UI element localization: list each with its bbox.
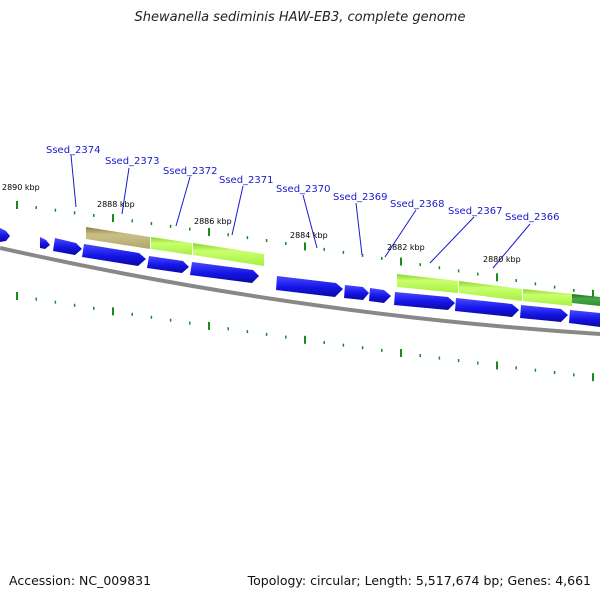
gene-arrow [569,310,600,327]
gene-track-forward [0,228,600,327]
gene-arrow [0,228,10,242]
gene-labels: Ssed_2374 Ssed_2373 Ssed_2372 Ssed_2371 … [46,145,560,223]
gene-arrow [82,244,146,266]
gene-label[interactable]: Ssed_2367 [448,206,503,217]
genome-backbone [0,246,600,336]
gene-label[interactable]: Ssed_2368 [390,199,445,210]
leader-line [302,194,318,249]
feature-bar-light [193,243,264,266]
leader-line [121,167,130,215]
gene-arrow [147,256,189,273]
genome-title: Shewanella sediminis HAW-EB3, complete g… [134,10,466,25]
feature-bar-olive [86,227,150,249]
feature-bar-light [523,289,572,306]
tick-marks [16,201,594,382]
gene-label[interactable]: Ssed_2374 [46,145,101,156]
gene-label[interactable]: Ssed_2371 [219,175,274,186]
gene-label[interactable]: Ssed_2366 [505,212,560,223]
gene-arrow [53,238,82,255]
gene-arrow [276,276,343,297]
feature-track [86,227,600,306]
kbp-label: 2890 kbp [2,183,40,192]
feature-bar-light [151,237,192,255]
leader-line [355,202,363,256]
leader-line [492,223,531,269]
gene-label[interactable]: Ssed_2369 [333,192,388,203]
kbp-label: 2886 kbp [194,217,232,226]
gene-arrow [344,285,369,300]
gene-arrow [394,292,455,310]
gene-arrow [369,288,391,303]
leader-line [429,216,475,264]
gene-arrow [520,305,568,322]
leader-line [384,209,417,258]
leader-line [231,185,244,236]
kbp-label: 2888 kbp [97,200,135,209]
feature-bar-dark [572,294,600,306]
kbp-labels: 2890 kbp 2888 kbp 2886 kbp 2884 kbp 2882… [2,183,521,264]
kbp-label: 2884 kbp [290,231,328,240]
leader-line [70,154,77,208]
gene-arrow [455,298,519,317]
gene-label[interactable]: Ssed_2373 [105,156,160,167]
gene-label[interactable]: Ssed_2372 [163,166,218,177]
leader-line [175,176,191,227]
kbp-label: 2880 kbp [483,255,521,264]
feature-bar-light [397,274,458,293]
gene-label[interactable]: Ssed_2370 [276,184,331,195]
kbp-label: 2882 kbp [387,243,425,252]
gene-leader-lines [70,154,531,269]
gene-arrow [40,237,50,249]
gene-arrow [190,262,259,283]
feature-bar-light [459,281,522,301]
accession-text: Accession: NC_009831 [9,573,152,588]
genome-summary-text: Topology: circular; Length: 5,517,674 bp… [247,573,591,588]
